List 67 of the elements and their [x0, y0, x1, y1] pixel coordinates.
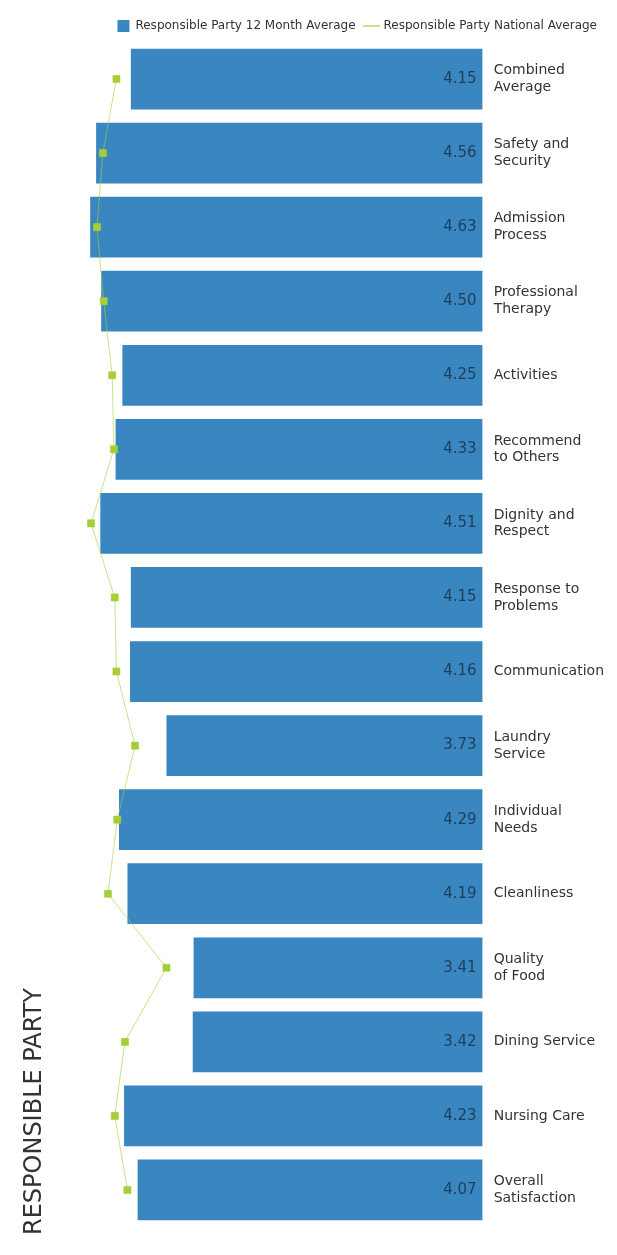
point: [99, 297, 108, 306]
y-tick-label: Dignity and Respect: [493, 505, 575, 539]
data-label: 4.33: [443, 439, 477, 458]
y-tick-label: Overall Satisfaction: [493, 1172, 576, 1206]
y-tick-label: Laundry Service: [493, 727, 551, 761]
y-tick-label: Recommend to Others: [493, 431, 582, 465]
point: [103, 889, 112, 898]
y-tick-label: Admission Process: [493, 209, 566, 243]
point: [162, 963, 171, 972]
point: [86, 519, 96, 528]
data-label: 4.25: [443, 365, 477, 384]
data-label: 4.29: [443, 809, 477, 828]
point: [112, 667, 121, 676]
point: [110, 1111, 119, 1120]
bar: [192, 1011, 483, 1073]
data-label: 4.50: [443, 291, 477, 310]
legend-label: Responsible Party National Average: [383, 18, 597, 33]
data-label: 4.51: [443, 513, 477, 532]
bar: [90, 196, 483, 258]
bar: [96, 122, 483, 184]
y-tick-label: Response to Problems: [493, 579, 580, 613]
bar: [137, 1159, 483, 1221]
data-label: 4.15: [443, 587, 477, 606]
data-label: 3.42: [443, 1031, 477, 1050]
y-tick-label: Quality of Food: [493, 950, 546, 983]
data-label: 4.16: [443, 661, 477, 680]
point: [98, 149, 107, 158]
point: [110, 593, 119, 602]
bar: [115, 418, 483, 480]
data-label: 4.07: [443, 1179, 477, 1198]
data-label: 4.63: [443, 217, 477, 236]
point: [113, 815, 122, 824]
point: [112, 75, 121, 84]
point: [131, 741, 140, 750]
bar: [124, 1085, 483, 1147]
y-tick-label: Nursing Care: [493, 1106, 585, 1123]
bar: [122, 344, 483, 406]
bar: [130, 48, 483, 110]
point: [120, 1037, 129, 1046]
bar: [166, 715, 483, 776]
bar: [101, 270, 483, 332]
data-label: 4.15: [443, 68, 477, 87]
text: RESPONSIBLE PARTY: [18, 987, 47, 1235]
point: [109, 445, 118, 454]
y-tick-label: Safety and Security: [493, 135, 570, 169]
data-label: 3.41: [443, 957, 477, 976]
y-tick-label: Communication: [493, 662, 605, 679]
y-tick-label: Cleanliness: [493, 884, 574, 901]
y-tick-label: Combined Average: [493, 61, 565, 95]
bar: [127, 863, 483, 925]
bar: [130, 641, 483, 702]
point: [108, 371, 117, 380]
bar: [118, 789, 483, 851]
data-label: 3.73: [443, 735, 477, 754]
data-label: 4.23: [443, 1105, 477, 1124]
y-tick-label: Professional Therapy: [492, 283, 578, 317]
bar: [100, 493, 483, 554]
bar: [193, 937, 483, 999]
data-label: 4.56: [443, 142, 477, 161]
legend-label: Responsible Party 12 Month Average: [135, 18, 356, 33]
bar: [130, 567, 483, 628]
data-label: 4.19: [443, 883, 477, 902]
point: [92, 223, 101, 232]
y-tick-label: Individual Needs: [493, 801, 562, 835]
point: [123, 1185, 132, 1194]
y-tick-label: Activities: [493, 365, 558, 382]
y-tick-label: Dining Service: [493, 1032, 596, 1049]
